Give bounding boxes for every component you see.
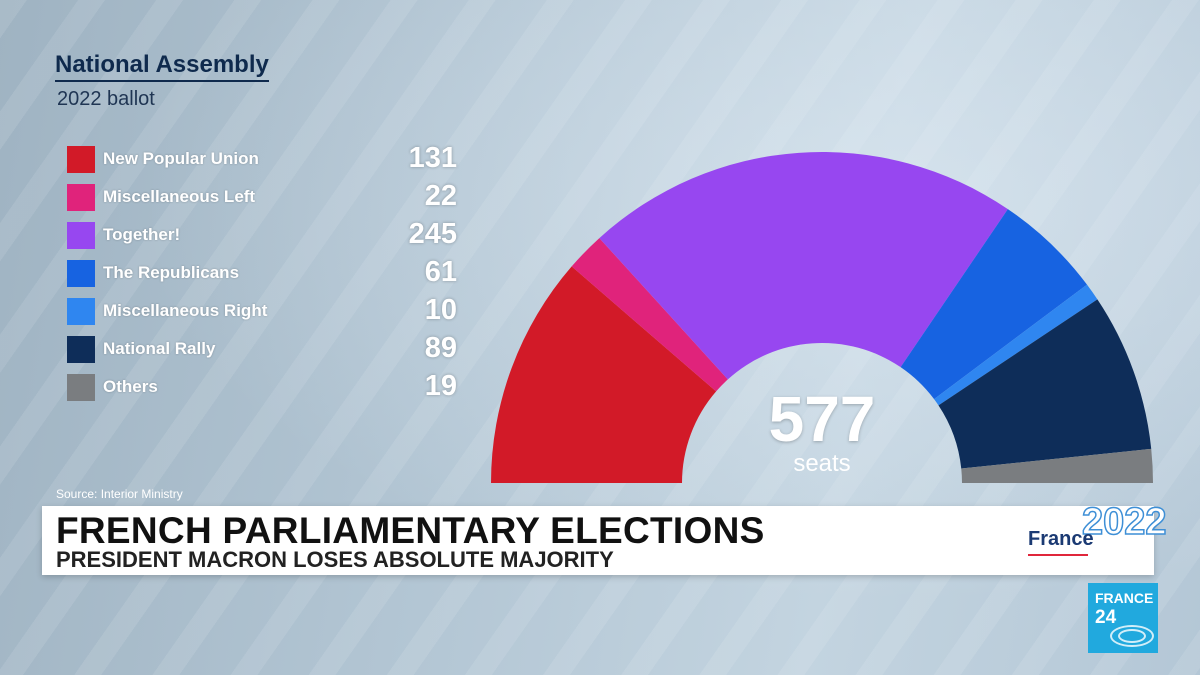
france24-waves-inner-icon [1118, 629, 1146, 643]
legend-label: Together! [103, 225, 181, 244]
legend-item: Miscellaneous Right 10 [67, 294, 467, 333]
hemicycle-segment [961, 448, 1153, 483]
france24-logo-number: 24 [1095, 607, 1117, 628]
legend-value: 131 [408, 142, 457, 174]
chart-subtitle: 2022 ballot [57, 88, 155, 110]
france-2022-logo: France 2022 [1024, 501, 1167, 576]
banner-headline: FRENCH PARLIAMENTARY ELECTIONS [56, 510, 765, 551]
legend-value: 10 [424, 294, 457, 326]
chart-title: National Assembly [55, 51, 269, 82]
legend-value: 19 [424, 370, 457, 402]
legend-item: Miscellaneous Left 22 [67, 180, 467, 219]
legend-label: National Rally [103, 339, 216, 358]
legend-swatch [67, 146, 95, 173]
legend-item: Together! 245 [67, 218, 467, 257]
france-2022-logo-word: France [1028, 528, 1094, 550]
hemicycle-segment [938, 299, 1152, 469]
legend-swatch [67, 222, 95, 249]
france24-logo: FRANCE 24 [1088, 583, 1158, 653]
legend-label: The Republicans [103, 263, 240, 282]
legend-item: Others 19 [67, 370, 467, 409]
legend-label: New Popular Union [103, 149, 259, 168]
hemicycle-segment [491, 266, 717, 483]
hemicycle-chart [491, 152, 1153, 483]
legend-item: New Popular Union 131 [67, 142, 467, 181]
france-2022-logo-underline [1028, 554, 1088, 556]
legend-value: 245 [408, 218, 457, 250]
legend-label: Others [103, 377, 158, 396]
legend-label: Miscellaneous Right [103, 301, 268, 320]
news-banner: FRENCH PARLIAMENTARY ELECTIONS PRESIDENT… [42, 506, 1154, 575]
total-seats-unit: seats [793, 450, 851, 477]
hemicycle-segment [599, 152, 1008, 380]
legend-swatch [67, 184, 95, 211]
legend-value: 61 [424, 256, 457, 288]
legend-label: Miscellaneous Left [103, 187, 256, 206]
source-note: Source: Interior Ministry [56, 487, 183, 501]
legend-swatch [67, 298, 95, 325]
hemicycle-segment [571, 238, 728, 392]
banner-subline: PRESIDENT MACRON LOSES ABSOLUTE MAJORITY [56, 547, 614, 572]
hemicycle-segment [900, 209, 1088, 400]
france24-waves-icon [1110, 625, 1154, 647]
legend-value: 89 [424, 332, 457, 364]
hemicycle-segment [934, 284, 1098, 406]
legend-value: 22 [424, 180, 457, 212]
legend-item: National Rally 89 [67, 332, 467, 371]
legend-item: The Republicans 61 [67, 256, 467, 295]
legend-swatch [67, 374, 95, 401]
legend-swatch [67, 260, 95, 287]
legend: New Popular Union 131 Miscellaneous Left 22… [67, 142, 467, 409]
france24-logo-word: FRANCE [1095, 590, 1154, 606]
legend-swatch [67, 336, 95, 363]
total-seats-value: 577 [768, 383, 876, 455]
france-2022-logo-year: 2022 [1081, 501, 1167, 543]
